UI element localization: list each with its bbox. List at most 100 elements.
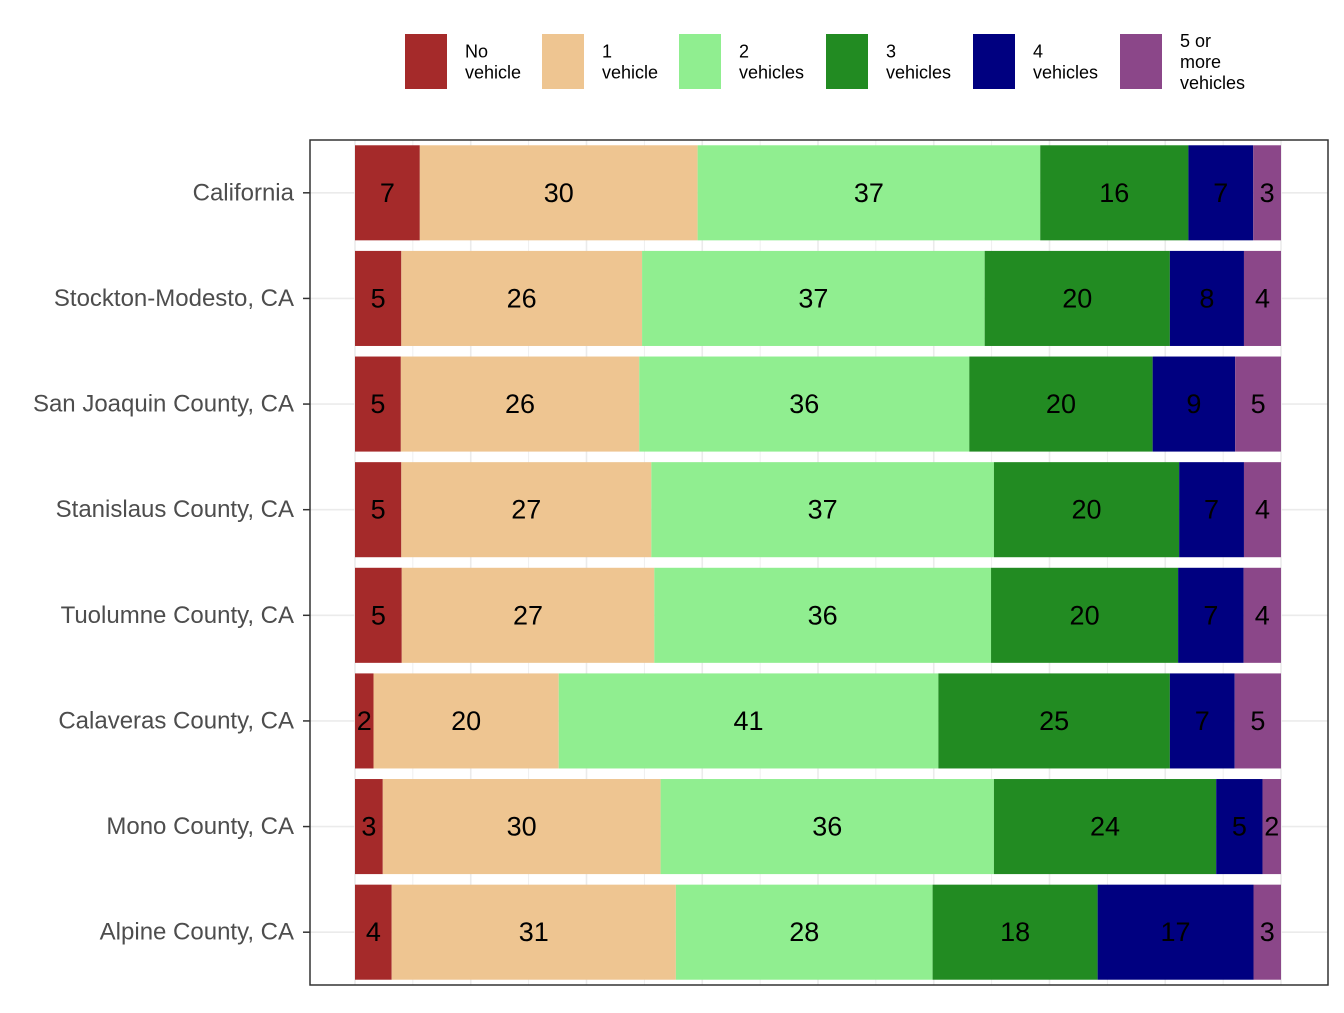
data-label: 5 [371,600,386,630]
data-label: 7 [1204,495,1219,525]
legend-label: 4 vehicles [1033,42,1098,83]
bar-segment [993,462,1180,558]
bar-segment [651,462,994,558]
bar-segment [1243,250,1281,346]
bar-segment [355,356,401,452]
bar-segment [938,673,1170,769]
bar-segment [932,884,1098,980]
bar-segment [1169,250,1244,346]
data-label: 37 [808,495,838,525]
data-label: 20 [451,706,481,736]
panel-border [309,139,1329,986]
data-label: 18 [1000,917,1030,947]
data-label: 17 [1161,917,1191,947]
data-label: 20 [1062,283,1092,313]
bars [355,145,1281,980]
data-label: 28 [789,917,819,947]
bar-segment [355,145,420,241]
bar-segment [355,250,402,346]
data-label: 25 [1039,706,1069,736]
data-label: 5 [1232,812,1247,842]
data-label: 4 [366,917,381,947]
bar-segment [355,673,374,769]
data-label: 2 [1264,812,1279,842]
data-label: 5 [370,389,385,419]
data-label: 7 [1195,706,1210,736]
data-label: 37 [854,178,884,208]
data-label: 20 [1072,495,1102,525]
bar-segment [1243,462,1281,558]
bar-segment [391,884,676,980]
bar-segment [1235,356,1281,452]
legend-label: 2 vehicles [739,42,804,83]
bar-segment [1234,673,1281,769]
data-label: 2 [357,706,372,736]
data-label: 36 [789,389,819,419]
bar-segment [1188,145,1254,241]
bar-segment [355,779,383,875]
bar-segment [639,356,970,452]
bar-segment [697,145,1041,241]
data-label: 26 [507,283,537,313]
bar-segment [419,145,698,241]
bar-segment [1216,779,1263,875]
data-label: 36 [808,600,838,630]
data-label: 5 [1250,706,1265,736]
data-label: 8 [1199,283,1214,313]
data-label: 30 [507,812,537,842]
bar-segment [401,462,652,558]
legend-key [679,34,721,89]
legend-label: 5 or more vehicles [1180,31,1245,93]
bar-segment [1243,567,1281,663]
bar-segment [1040,145,1189,241]
legend-key [1120,34,1162,89]
bar-segment [1262,779,1281,875]
data-label: 26 [505,389,535,419]
data-label: 5 [371,495,386,525]
bar-segment [558,673,939,769]
bar-segment [642,250,985,346]
bar-segment [1097,884,1254,980]
bar-segment [1178,567,1244,663]
bar-segment [969,356,1153,452]
data-label: 5 [1251,389,1266,419]
legend-label: 1 vehicle [602,42,658,83]
bar-segment [991,567,1179,663]
bar-segment [660,779,994,875]
data-label: 3 [361,812,376,842]
bar-segment [1169,673,1235,769]
data-label: 16 [1099,178,1129,208]
legend: No vehicle 1 vehicle 2 vehicles 3 vehicles 4 vehi… [405,31,1245,93]
data-label: 20 [1070,600,1100,630]
y-tick-label: San Joaquin County, CA [33,391,294,418]
y-axis: California Stockton-Modesto, CA San Joaqui… [33,179,310,946]
bar-segment [355,462,402,558]
data-labels: 7 30 37 16 7 35 26 37 20 8 45 26 36 20 9 55 27 37 20 7 45 27 3… [357,178,1280,947]
y-tick-label: Alpine County, CA [100,919,294,946]
bar-segment [401,567,655,663]
legend-key [542,34,584,89]
bar-segment [654,567,992,663]
bar-segment [355,567,402,663]
data-label: 31 [519,917,549,947]
data-label: 20 [1046,389,1076,419]
data-label: 4 [1255,283,1270,313]
bar-segment [1253,145,1281,241]
data-label: 4 [1255,495,1270,525]
data-label: 24 [1090,812,1120,842]
bar-segment [993,779,1217,875]
data-label: 7 [380,178,395,208]
y-tick-label: Stanislaus County, CA [56,496,294,523]
data-label: 41 [734,706,764,736]
legend-label: 3 vehicles [886,42,951,83]
data-label: 36 [812,812,842,842]
legend-key [973,34,1015,89]
data-label: 37 [798,283,828,313]
bar-segment [1253,884,1281,980]
bar-segment [1152,356,1236,452]
data-label: 5 [371,283,386,313]
data-label: 3 [1260,178,1275,208]
y-tick-label: Stockton-Modesto, CA [54,285,294,312]
bar-segment [1179,462,1244,558]
